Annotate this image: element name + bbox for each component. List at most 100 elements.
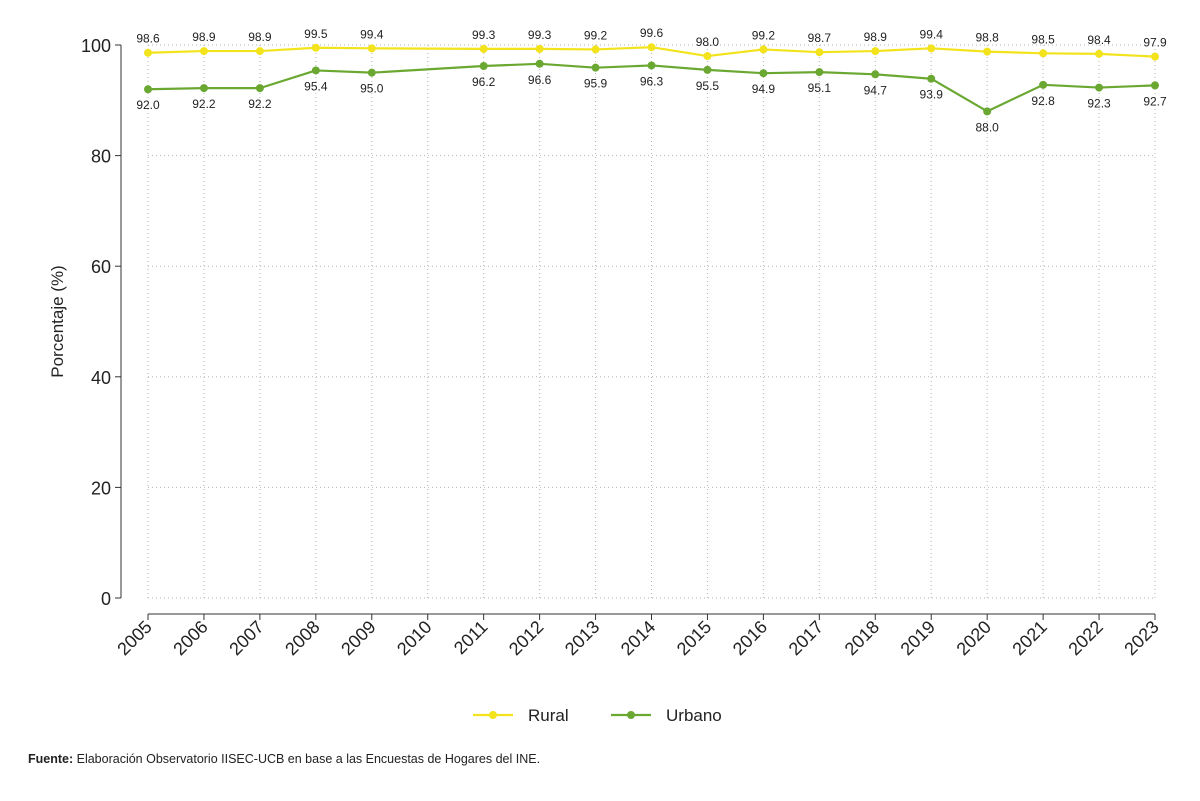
rural-label-2015: 98.0 [696, 35, 720, 49]
y-tick-label-0: 0 [101, 589, 111, 609]
urbano-label-2008: 95.4 [304, 79, 328, 93]
x-tick-label-2007: 2007 [225, 617, 267, 659]
urbano-point-2015 [703, 65, 712, 74]
rural-point-2014 [647, 43, 656, 52]
urbano-point-2011 [479, 62, 488, 71]
rural-point-2022 [1095, 49, 1104, 58]
urbano-label-2006: 92.2 [192, 97, 216, 111]
x-tick-label-2023: 2023 [1120, 617, 1162, 659]
urbano-point-2016 [759, 69, 768, 78]
urbano-label-2007: 92.2 [248, 97, 272, 111]
rural-label-2013: 99.2 [584, 28, 608, 42]
x-tick-label-2019: 2019 [897, 617, 939, 659]
urbano-label-2021: 92.8 [1031, 94, 1055, 108]
legend-rural-label: Rural [528, 706, 569, 725]
source-note: Fuente: Elaboración Observatorio IISEC-U… [28, 752, 540, 766]
legend: Rural Urbano [473, 706, 722, 725]
source-label: Fuente: [28, 752, 74, 766]
urbano-point-2006 [199, 84, 208, 93]
urbano-label-2013: 95.9 [584, 77, 608, 91]
urbano-label-2017: 95.1 [808, 81, 832, 95]
legend-urbano-swatch-marker [627, 711, 635, 719]
rural-label-2014: 99.6 [640, 26, 664, 40]
x-tick-label-2013: 2013 [561, 617, 603, 659]
rural-label-2022: 98.4 [1087, 33, 1111, 47]
x-tick-label-2011: 2011 [450, 617, 492, 659]
rural-point-2013 [591, 45, 600, 54]
rural-point-2019 [927, 44, 936, 53]
rural-label-2005: 98.6 [136, 32, 160, 46]
x-tick-label-2015: 2015 [673, 617, 715, 659]
urbano-label-2022: 92.3 [1087, 97, 1111, 111]
rural-label-2012: 99.3 [528, 28, 552, 42]
x-tick-label-2021: 2021 [1008, 617, 1050, 659]
data-labels: 98.6 98.9 98.9 99.5 99.4 99.3 99.3 99.2 99.6 98.0… [136, 26, 1167, 134]
urbano-point-2022 [1095, 83, 1104, 92]
urbano-label-2005: 92.0 [136, 98, 160, 112]
x-tick-label-2014: 2014 [617, 617, 659, 659]
urbano-point-2023 [1151, 81, 1159, 90]
rural-point-2009 [367, 44, 376, 53]
rural-label-2018: 98.9 [864, 30, 888, 44]
rural-label-2011: 99.3 [472, 28, 496, 42]
rural-label-2020: 98.8 [975, 31, 999, 45]
rural-label-2017: 98.7 [808, 31, 832, 45]
urbano-point-2007 [255, 84, 264, 93]
y-tick-label-60: 60 [91, 257, 111, 277]
rural-point-2005 [144, 48, 152, 57]
source-text: Elaboración Observatorio IISEC-UCB en ba… [73, 752, 541, 766]
urbano-point-2009 [367, 68, 376, 77]
x-tick-label-2016: 2016 [729, 617, 771, 659]
x-tick-label-2018: 2018 [841, 617, 883, 659]
rural-label-2009: 99.4 [360, 27, 384, 41]
x-tick-label-2020: 2020 [953, 617, 995, 659]
rural-label-2006: 98.9 [192, 30, 216, 44]
urbano-label-2023: 92.7 [1143, 94, 1167, 108]
rural-label-2016: 99.2 [752, 28, 776, 42]
rural-point-2016 [759, 45, 768, 54]
rural-point-2011 [479, 44, 488, 53]
urbano-point-2005 [144, 85, 152, 94]
series-layer [144, 43, 1159, 116]
rural-label-2007: 98.9 [248, 30, 272, 44]
rural-point-2020 [983, 47, 992, 56]
rural-point-2012 [535, 44, 544, 53]
y-tick-label-100: 100 [81, 36, 111, 56]
y-tick-label-20: 20 [91, 478, 111, 498]
x-tick-label-2012: 2012 [505, 617, 547, 659]
rural-point-2018 [871, 47, 880, 56]
x-tick-label-2009: 2009 [337, 617, 379, 659]
x-tick-label-2010: 2010 [393, 617, 435, 659]
urbano-label-2019: 93.9 [920, 88, 944, 102]
y-tick-label-40: 40 [91, 368, 111, 388]
grid [147, 44, 1156, 599]
urbano-point-2008 [311, 66, 320, 75]
urbano-point-2014 [647, 61, 656, 70]
rural-point-2017 [815, 48, 824, 57]
rural-line [147, 46, 1156, 58]
urbano-label-2012: 96.6 [528, 73, 552, 87]
urbano-point-2017 [815, 68, 824, 77]
rural-label-2023: 97.9 [1143, 36, 1167, 50]
urbano-label-2015: 95.5 [696, 79, 720, 93]
urbano-line [147, 62, 1156, 113]
y-tick-label-80: 80 [91, 147, 111, 167]
rural-point-2015 [703, 52, 712, 61]
urbano-label-2020: 88.0 [975, 120, 999, 134]
rural-point-2008 [311, 43, 320, 52]
urbano-point-2019 [927, 74, 936, 83]
rural-point-2007 [255, 47, 264, 56]
x-tick-label-2006: 2006 [169, 617, 211, 659]
rural-label-2019: 99.4 [920, 27, 944, 41]
rural-point-2021 [1039, 49, 1048, 58]
x-tick-label-2022: 2022 [1064, 617, 1106, 659]
x-tick-label-2008: 2008 [281, 617, 323, 659]
legend-urbano-label: Urbano [666, 706, 722, 725]
x-tick-label-2005: 2005 [113, 617, 155, 659]
x-tick-label-2017: 2017 [785, 617, 827, 659]
urbano-point-2012 [535, 59, 544, 68]
rural-label-2021: 98.5 [1031, 32, 1055, 46]
urbano-label-2009: 95.0 [360, 82, 384, 96]
rural-point-2006 [199, 47, 208, 56]
